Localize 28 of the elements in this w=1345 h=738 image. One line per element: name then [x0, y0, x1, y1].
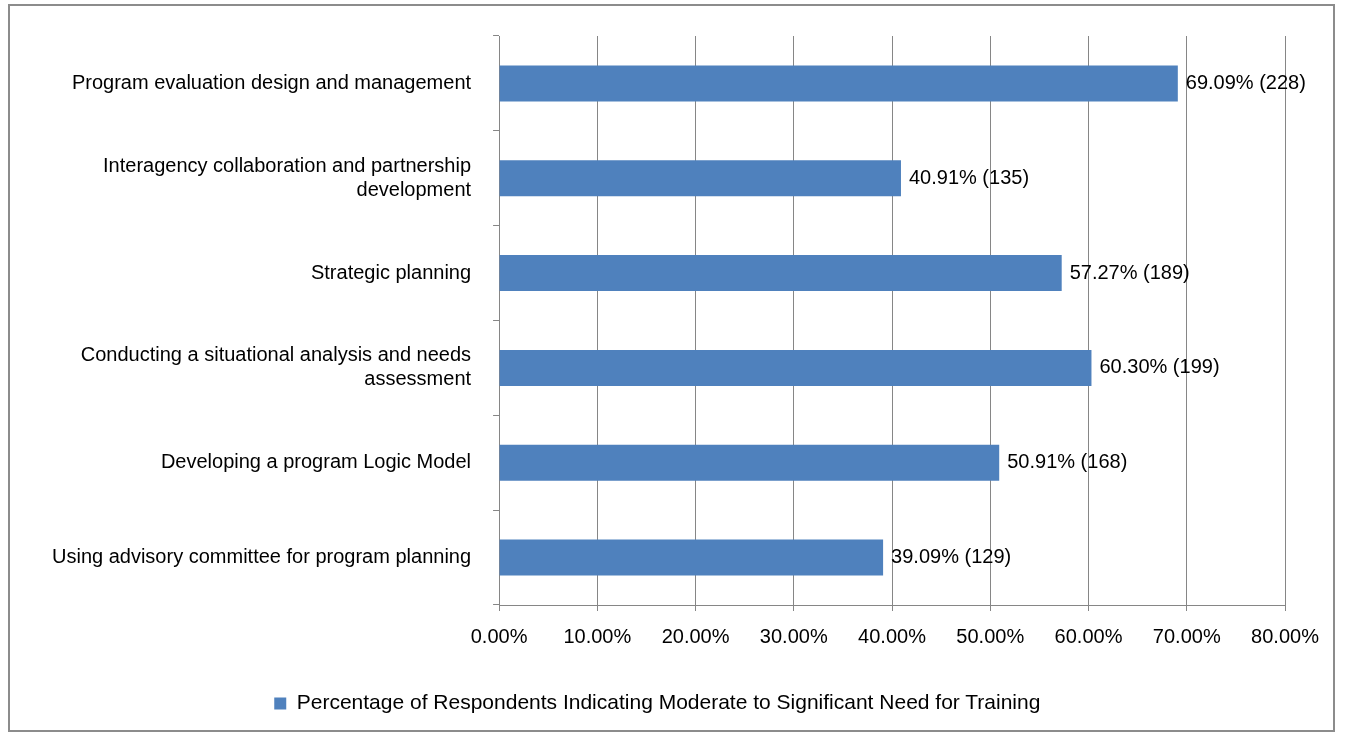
x-tick-label: 0.00%: [470, 624, 528, 647]
bar: [499, 444, 1000, 481]
x-tick-label: 80.00%: [1251, 624, 1320, 647]
bar: [499, 539, 884, 576]
x-tick-label: 70.00%: [1152, 624, 1221, 647]
data-label: 69.09% (228): [1185, 70, 1306, 93]
data-label: 57.27% (189): [1069, 260, 1190, 283]
y-tick-label: Conducting a situational analysis and needs assessment: [80, 343, 472, 390]
x-tick-label: 40.00%: [858, 624, 927, 647]
y-tick-label: Developing a program Logic Model: [160, 450, 472, 473]
y-tick-label: Using advisory committee for program planning: [51, 545, 472, 568]
x-tick-label: 10.00%: [563, 624, 632, 647]
data-label: 40.91% (135): [908, 165, 1030, 188]
bar: [499, 65, 1178, 102]
y-tick-label: Strategic planning: [310, 260, 472, 283]
y-tick-label: Program evaluation design and management: [71, 70, 472, 93]
y-tick-label: Interagency collaboration and partnership development: [103, 153, 472, 200]
data-label: 50.91% (168): [1007, 450, 1128, 473]
legend-label: Percentage of Respondents Indicating Moderate to Significant Need for Training: [296, 690, 1041, 714]
x-tick-label: 20.00%: [661, 624, 730, 647]
data-label: 60.30% (199): [1099, 355, 1220, 378]
bar: [499, 255, 1062, 292]
bar: [499, 160, 901, 197]
x-tick-label: 50.00%: [956, 624, 1025, 647]
x-tick-label: 30.00%: [759, 624, 828, 647]
data-label: 39.09% (129): [891, 545, 1012, 568]
x-tick-label: 60.00%: [1054, 624, 1123, 647]
bar: [499, 349, 1092, 386]
